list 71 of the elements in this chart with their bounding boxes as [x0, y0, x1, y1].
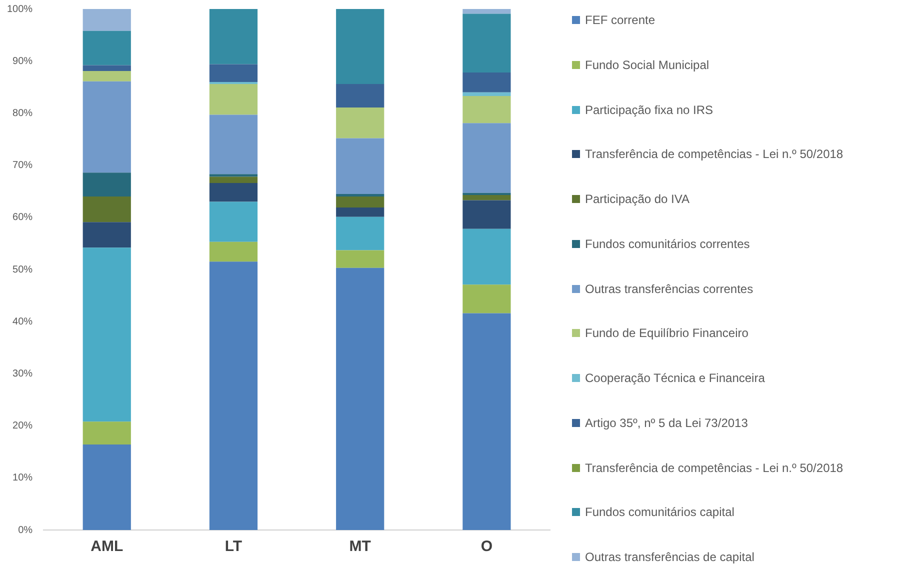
y-tick-label: 40%: [12, 316, 33, 328]
legend-label: Artigo 35º, nº 5 da Lei 73/2013: [585, 416, 748, 430]
y-tick-label: 80%: [12, 108, 33, 119]
bar: [336, 138, 384, 194]
bar: [82, 248, 131, 422]
bar: [209, 262, 258, 530]
bar: [462, 228, 511, 285]
bar: [462, 14, 511, 73]
bar: [209, 176, 258, 184]
bar: [82, 172, 131, 197]
bar: [462, 92, 511, 96]
bar: [462, 284, 511, 314]
y-tick-label: 60%: [12, 212, 33, 224]
legend-label: Fundos comunitários capital: [585, 505, 734, 520]
bar: [462, 313, 511, 530]
bar: [336, 9, 384, 84]
bar: [336, 208, 384, 217]
x-tick-label: O: [480, 538, 493, 556]
bar: [462, 96, 511, 124]
bar: [336, 194, 384, 197]
bar: [462, 194, 511, 200]
bar: [82, 196, 131, 222]
y-tick-label: 20%: [12, 420, 33, 432]
legend-label: Fundo Social Municipal: [585, 58, 710, 72]
bar: [209, 242, 258, 262]
y-tick-label: 50%: [12, 264, 33, 276]
x-tick-label: AML: [90, 538, 124, 556]
bar: [82, 30, 131, 66]
legend-label: Participação fixa no IRS: [585, 102, 714, 116]
bar: [336, 196, 384, 208]
y-tick-label: 0%: [18, 524, 33, 536]
bar: [462, 9, 511, 14]
y-tick-label: 90%: [12, 56, 33, 67]
legend-label: Outras transferências correntes: [585, 282, 754, 296]
bar: [462, 72, 511, 92]
bar: [209, 114, 258, 174]
y-tick-label: 70%: [12, 160, 33, 172]
x-tick-label: MT: [349, 538, 371, 556]
bar: [82, 65, 131, 71]
y-tick-label: 10%: [12, 472, 33, 484]
bar: [336, 107, 384, 138]
bar: [209, 9, 258, 64]
legend-label: Fundos comunitários correntes: [585, 236, 750, 251]
bar: [82, 444, 131, 530]
bar: [209, 82, 258, 84]
y-tick-label: 30%: [12, 368, 33, 380]
bar: [336, 216, 384, 250]
bar: [82, 222, 131, 248]
bar: [336, 268, 384, 530]
bar: [209, 174, 258, 177]
bar: [336, 250, 384, 268]
legend-label: Cooperação Técnica e Financeira: [585, 371, 765, 385]
legend-label: Transferência de competências - Lei n.º 50/2018: [585, 147, 844, 162]
legend-label: FEF corrente: [585, 13, 656, 27]
legend-label: Fundo de Equilíbrio Financeiro: [585, 326, 748, 340]
legend-label: Participação do IVA: [585, 192, 690, 206]
bar: [209, 183, 258, 202]
bar: [462, 123, 511, 193]
bar: [462, 200, 511, 229]
bar: [209, 202, 258, 242]
legend-label: Transferência de competências - Lei n.º 50/2018: [585, 460, 844, 474]
bar: [209, 84, 258, 115]
bar: [82, 81, 131, 173]
bar: [82, 9, 131, 31]
y-tick-label: 100%: [7, 4, 33, 15]
bar: [336, 84, 384, 108]
legend-label: Outras transferências de capital: [585, 550, 754, 564]
x-tick-label: LT: [224, 538, 242, 556]
bar: [82, 71, 131, 82]
bar: [209, 64, 258, 82]
bar: [82, 422, 131, 445]
